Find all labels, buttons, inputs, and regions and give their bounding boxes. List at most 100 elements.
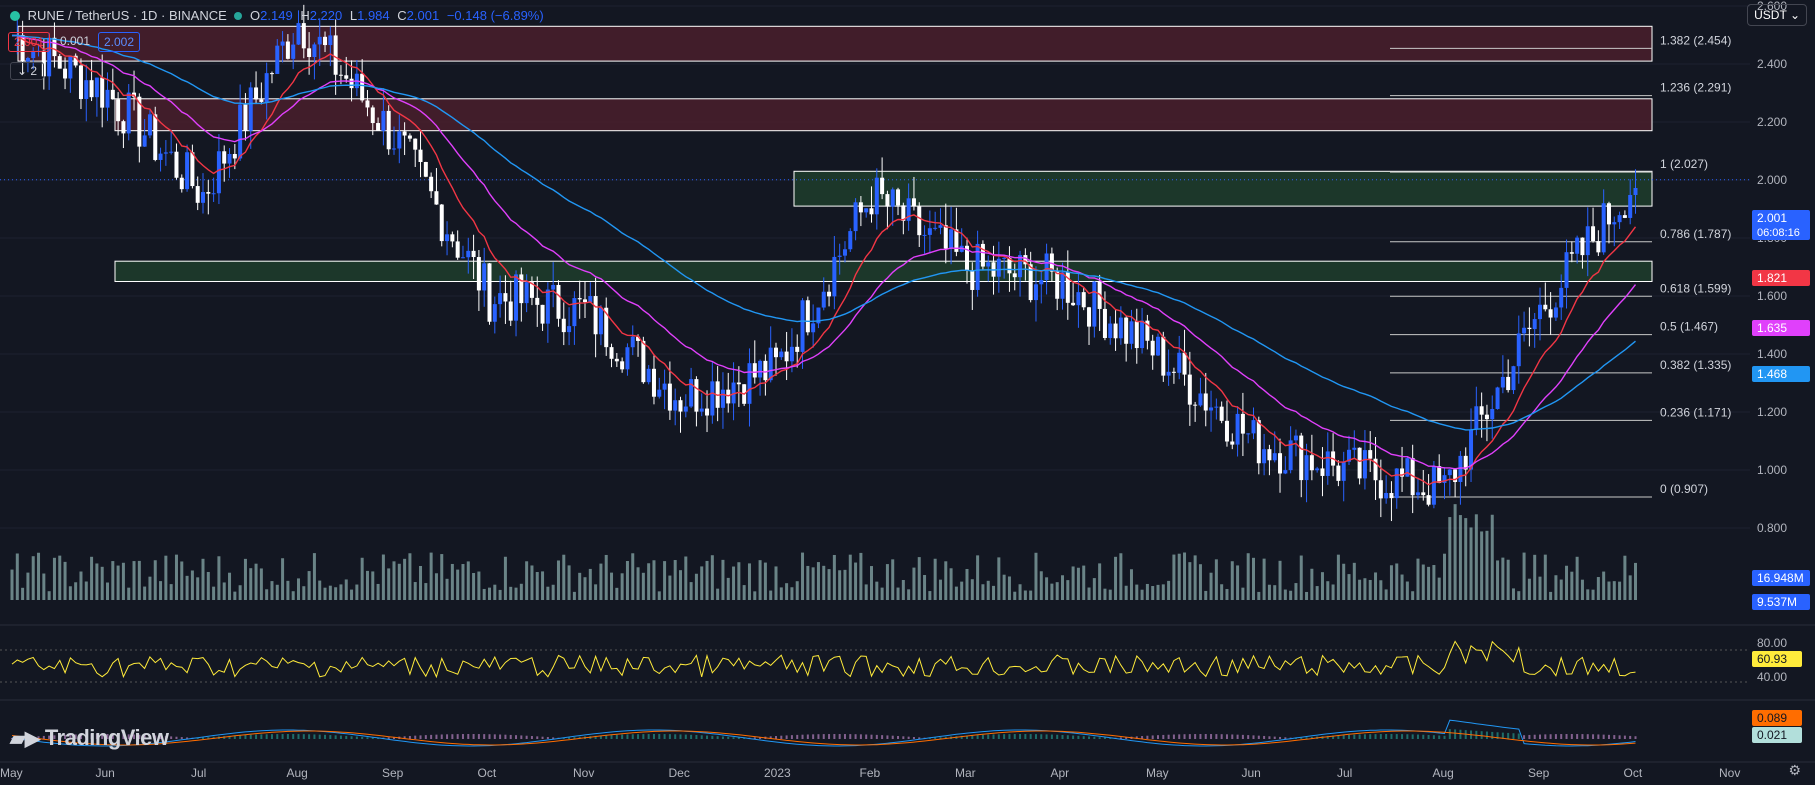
candle-body bbox=[1400, 468, 1405, 477]
candle-body bbox=[1060, 272, 1065, 299]
macd-hist-bar bbox=[95, 734, 98, 739]
volume-bar bbox=[954, 586, 958, 600]
volume-bar bbox=[1252, 557, 1255, 600]
volume-bar bbox=[811, 567, 815, 600]
volume-bar bbox=[1087, 587, 1091, 600]
volume-bar bbox=[1177, 553, 1181, 600]
volume-bar bbox=[1204, 590, 1208, 600]
candle-body bbox=[1585, 226, 1590, 256]
macd-hist-bar bbox=[393, 736, 395, 739]
macd-hist-bar bbox=[796, 734, 799, 739]
macd-hist-bar bbox=[509, 734, 512, 739]
macd-hist-bar bbox=[1592, 734, 1595, 739]
volume-bar bbox=[387, 568, 391, 600]
candle-body bbox=[1007, 257, 1012, 274]
volume-bar bbox=[334, 587, 338, 600]
volume-bar bbox=[663, 561, 667, 600]
ema-short-line bbox=[11, 34, 1637, 486]
volume-bar bbox=[1628, 575, 1632, 600]
macd-hist-bar bbox=[706, 735, 709, 739]
volume-bar bbox=[870, 566, 873, 600]
macd-hist-bar bbox=[1597, 734, 1600, 739]
macd-hist-bar bbox=[1634, 736, 1637, 739]
macd-hist-bar bbox=[1326, 735, 1329, 739]
candle-body bbox=[726, 389, 731, 404]
volume-bar bbox=[116, 565, 120, 600]
candle-body bbox=[949, 229, 954, 249]
macd-hist-bar bbox=[483, 734, 486, 739]
candle-body bbox=[158, 153, 163, 160]
candle-body bbox=[1081, 292, 1086, 308]
sell-price-button[interactable]: 2.001 bbox=[8, 32, 51, 52]
candle-body bbox=[275, 45, 280, 74]
candle-body bbox=[1267, 449, 1272, 461]
candle-body bbox=[89, 80, 94, 98]
macd-hist-bar bbox=[1491, 731, 1494, 739]
candle-body bbox=[1299, 435, 1304, 481]
macd-hist-bar bbox=[164, 736, 167, 739]
candle-body bbox=[514, 274, 519, 321]
macd-hist-bar bbox=[90, 734, 93, 739]
volume-bar bbox=[419, 566, 423, 600]
volume-bar bbox=[132, 561, 136, 600]
fib-label: 0 (0.907) bbox=[1660, 482, 1708, 496]
macd-hist-bar bbox=[424, 735, 427, 739]
price-badge bbox=[1752, 570, 1810, 586]
volume-bar bbox=[1299, 555, 1303, 600]
candle-body bbox=[827, 291, 832, 297]
volume-bar bbox=[488, 587, 491, 600]
candle-body bbox=[1309, 455, 1314, 471]
fib-label: 0.382 (1.335) bbox=[1660, 358, 1731, 372]
macd-hist-bar bbox=[175, 736, 178, 739]
macd-hist-bar bbox=[1204, 734, 1207, 739]
candle-body bbox=[397, 131, 402, 149]
volume-bar bbox=[1103, 588, 1107, 600]
candle-body bbox=[901, 205, 906, 221]
volume-bar bbox=[1018, 584, 1022, 600]
candle-body bbox=[986, 262, 991, 267]
volume-bar bbox=[737, 562, 741, 600]
price-axis-label: 1.200 bbox=[1757, 405, 1787, 419]
candle-body bbox=[720, 389, 725, 408]
volume-bar bbox=[864, 584, 868, 600]
candle-body bbox=[683, 406, 688, 412]
volume-bar bbox=[1580, 579, 1584, 600]
volume-bar bbox=[1549, 591, 1553, 600]
volume-bar bbox=[774, 566, 778, 600]
candle-body bbox=[201, 192, 205, 203]
candle-body bbox=[1389, 493, 1394, 499]
price-badge bbox=[1752, 320, 1810, 336]
volume-bar bbox=[79, 571, 83, 600]
candle-body bbox=[911, 198, 916, 207]
symbol-title[interactable]: RUNE / TetherUS · 1D · BINANCE bbox=[27, 8, 227, 23]
fib-label: 1.236 (2.291) bbox=[1660, 81, 1731, 95]
settings-gear-icon[interactable]: ⚙ bbox=[1788, 762, 1801, 778]
candle-body bbox=[25, 58, 30, 62]
macd-hist-bar bbox=[1019, 734, 1022, 739]
candle-body bbox=[110, 89, 115, 100]
volume-bar bbox=[705, 560, 709, 600]
volume-bar bbox=[923, 575, 927, 600]
macd-hist-bar bbox=[196, 737, 199, 739]
candle-body bbox=[179, 177, 184, 190]
volume-bar bbox=[1257, 591, 1261, 600]
candle-body bbox=[689, 379, 694, 407]
macd-hist-bar bbox=[58, 735, 61, 739]
indicators-toggle[interactable]: ⌄ 2 bbox=[10, 62, 45, 80]
candle-body bbox=[31, 50, 36, 59]
macd-hist-bar bbox=[467, 734, 470, 739]
macd-hist-bar bbox=[1093, 736, 1096, 739]
macd-hist-bar bbox=[1119, 737, 1122, 739]
macd-hist-bar bbox=[1390, 734, 1393, 739]
volume-bar bbox=[466, 561, 470, 600]
volume-bar bbox=[679, 570, 682, 600]
candle-body bbox=[970, 270, 975, 290]
candle-body bbox=[577, 298, 582, 300]
volume-bar bbox=[673, 560, 677, 600]
volume-bar bbox=[1506, 559, 1510, 600]
candle-body bbox=[1511, 366, 1516, 391]
buy-price-button[interactable]: 2.002 bbox=[98, 32, 141, 52]
currency-dropdown[interactable]: USDT ⌄ bbox=[1747, 4, 1807, 26]
volume-bar bbox=[344, 579, 348, 600]
